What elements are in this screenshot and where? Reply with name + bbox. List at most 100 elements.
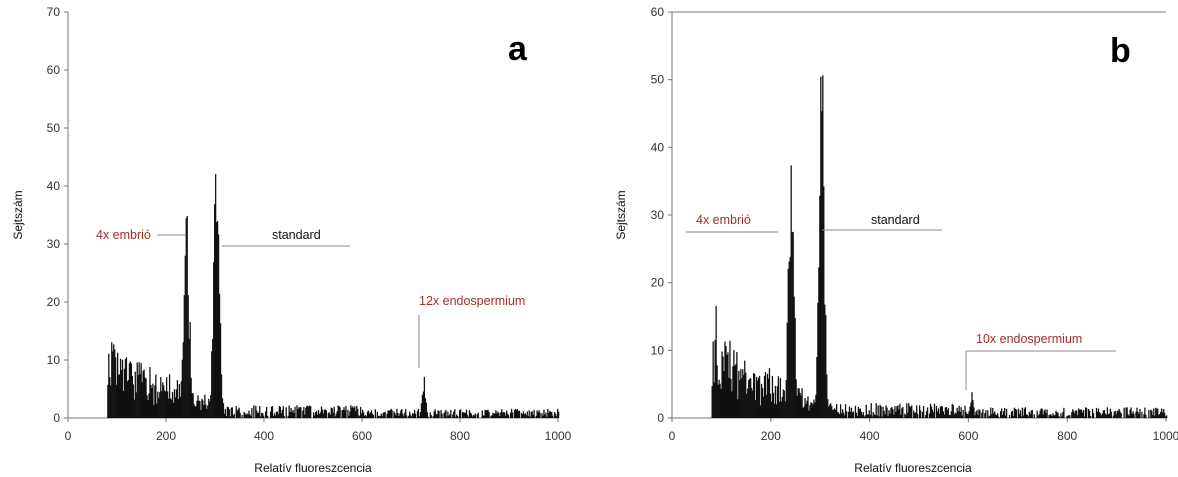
histogram-bar — [126, 381, 129, 418]
histogram-bar — [1028, 411, 1030, 418]
x-tick-label: 400 — [860, 429, 880, 443]
histogram-bar — [238, 407, 240, 418]
histogram-bar — [382, 412, 384, 418]
histogram-bar — [1162, 412, 1164, 418]
histogram-bar — [885, 405, 887, 418]
histogram-bar — [1130, 407, 1132, 418]
histogram-bar — [223, 413, 226, 418]
histogram-bar — [811, 402, 813, 418]
histogram-bar — [829, 404, 831, 418]
histogram-bar — [144, 377, 146, 418]
histogram-bar — [539, 412, 541, 418]
histogram-bar — [296, 405, 298, 418]
histogram-bar — [430, 414, 432, 418]
histogram-bar — [191, 393, 193, 418]
histogram-bar — [748, 380, 750, 418]
histogram-bar — [445, 410, 447, 418]
x-axis-label-a: Relatív fluoreszcencia — [254, 461, 372, 475]
histogram-bar — [424, 398, 426, 418]
histogram-bar — [139, 373, 141, 418]
histogram-bar — [212, 338, 214, 418]
histogram-bar — [1144, 407, 1146, 418]
histogram-bar — [546, 416, 548, 418]
histogram-bar — [141, 382, 143, 418]
histogram-bar — [421, 394, 424, 418]
histogram-bar — [777, 376, 780, 418]
histogram-bar — [309, 405, 311, 418]
histogram-bar — [447, 411, 449, 418]
histogram-bar — [1001, 408, 1003, 418]
y-axis-label-a: Sejtszám — [11, 190, 25, 239]
histogram-bar — [1098, 412, 1101, 418]
histogram-bar — [195, 405, 197, 418]
histogram-bar — [827, 399, 829, 418]
histogram-bar — [285, 407, 287, 418]
y-tick-label: 30 — [651, 208, 665, 222]
histogram-bar — [192, 393, 194, 418]
histogram-bar — [1132, 411, 1134, 418]
histogram-bar — [1029, 414, 1031, 418]
histogram-bar — [958, 405, 960, 418]
histogram-bar — [1136, 407, 1138, 418]
histogram-bar — [796, 395, 798, 418]
histogram-bar — [793, 296, 795, 418]
histogram-bar — [249, 414, 251, 418]
histogram-bar — [981, 412, 983, 418]
histogram-bar — [367, 410, 370, 418]
histogram-bar — [850, 407, 853, 418]
histogram-bar — [277, 414, 279, 418]
histogram-bar — [913, 410, 915, 418]
histogram-bar — [932, 412, 935, 418]
histogram-bar — [482, 415, 484, 418]
panel-b: 0 10 20 30 40 50 60 0 200 400 600 800 1000 Relatív … — [614, 5, 1178, 475]
histogram-bar — [921, 411, 924, 418]
histogram-bar — [809, 405, 811, 418]
histogram-bar — [214, 204, 216, 418]
histogram-bar — [1013, 407, 1016, 418]
histogram-bar — [966, 413, 968, 418]
histogram-bar — [782, 389, 784, 418]
histogram-bar — [1051, 416, 1053, 418]
histogram-bar — [1041, 408, 1043, 418]
histogram-bar — [127, 379, 130, 418]
histogram-bar — [1135, 411, 1137, 418]
histogram-bar — [555, 413, 557, 418]
histogram-bar — [411, 416, 413, 418]
histogram-bar — [146, 395, 148, 418]
histogram-bar — [153, 404, 155, 418]
histogram-bar — [860, 411, 862, 418]
x-tick-label: 400 — [254, 429, 274, 443]
histogram-bar — [935, 406, 938, 418]
histogram-bar — [209, 401, 211, 418]
histogram-bar — [294, 406, 296, 418]
histogram-bar — [738, 370, 740, 418]
x-tick-label: 600 — [958, 429, 978, 443]
histogram-bar — [941, 406, 944, 418]
x-tick-label: 600 — [352, 429, 372, 443]
histogram-bar — [1005, 408, 1008, 418]
histogram-bar — [1058, 416, 1060, 418]
histogram-bar — [926, 407, 929, 418]
y-tick-label: 20 — [47, 295, 61, 309]
histogram-bar — [816, 357, 818, 418]
histogram-bar — [542, 415, 544, 418]
histogram-bar — [205, 404, 207, 418]
histogram-bar — [198, 400, 200, 418]
histogram-bar — [967, 414, 969, 418]
annotation-standard-b: standard — [871, 213, 920, 227]
histogram-bar — [189, 322, 191, 418]
histogram-bar — [317, 410, 320, 418]
histogram-bar — [302, 410, 304, 418]
histogram-bar — [874, 415, 876, 418]
histogram-bar — [465, 409, 468, 418]
histogram-bar — [123, 368, 126, 418]
histogram-bar — [402, 413, 404, 418]
histogram-bar — [132, 384, 134, 418]
histogram-bar — [735, 364, 737, 418]
histogram-bar — [1078, 408, 1080, 418]
histogram-bar — [117, 352, 119, 418]
histogram-bar — [822, 75, 824, 419]
histogram-bar — [423, 376, 426, 418]
histogram-bar — [1066, 416, 1068, 418]
histogram-bar — [274, 415, 277, 418]
